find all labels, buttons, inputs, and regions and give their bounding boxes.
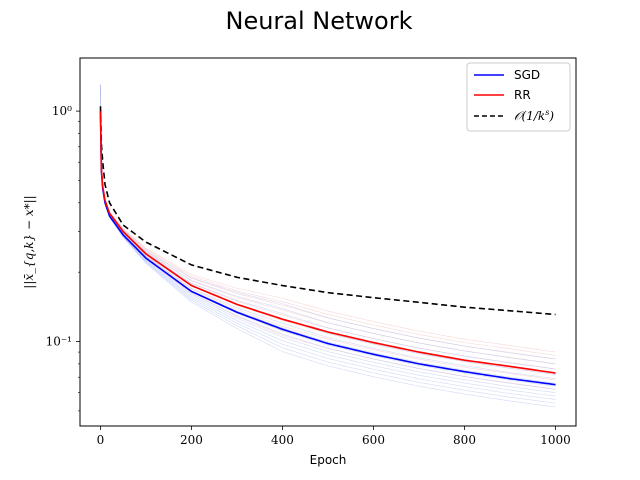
rr-series-line — [99, 111, 556, 374]
legend: SGD RR 𝒪(1/ks) — [466, 62, 571, 132]
rr-run-line-6 — [100, 146, 556, 360]
x-tick-label: 0 — [97, 433, 105, 447]
x-tick-label: 800 — [453, 433, 476, 447]
y-axis: 10⁻¹ 10⁰ — [46, 104, 80, 412]
sgd-run-line-9 — [100, 146, 556, 375]
sgd-run-line-12 — [100, 146, 556, 360]
x-tick-label: 400 — [271, 433, 294, 447]
rr-run-line-7 — [100, 111, 556, 356]
rr-run-line-3 — [100, 146, 556, 375]
sgd-run-line-0 — [100, 146, 556, 408]
y-tick-label: 10⁻¹ — [46, 335, 72, 349]
y-tick-label: 10⁰ — [52, 104, 72, 118]
x-tick-label: 600 — [362, 433, 385, 447]
faint-runs — [100, 84, 556, 408]
x-tick-label: 200 — [180, 433, 203, 447]
rr-run-line-4 — [100, 111, 556, 370]
chart-title: Neural Network — [225, 7, 412, 35]
sgd-run-line-5 — [100, 84, 556, 390]
x-tick-label: 1000 — [540, 433, 571, 447]
legend-rr-label: RR — [514, 88, 531, 102]
sgd-run-line-11 — [100, 84, 556, 365]
rr-run-line-8 — [100, 84, 556, 353]
x-axis-label: Epoch — [310, 453, 347, 467]
series-layer — [99, 106, 556, 386]
sgd-run-line-4 — [100, 111, 556, 393]
sgd-series-line — [99, 111, 556, 386]
sgd-run-line-10 — [100, 111, 556, 370]
sgd-run-line-1 — [100, 111, 556, 404]
sgd-run-line-2 — [100, 84, 556, 400]
legend-bound-label: 𝒪(1/ks) — [514, 108, 554, 123]
legend-sgd-label: SGD — [514, 68, 540, 82]
bound-series-line — [99, 106, 556, 316]
legend-box — [466, 62, 571, 132]
sgd-run-line-3 — [100, 146, 556, 397]
plot-frame — [79, 57, 577, 427]
x-axis: 0 200 400 600 800 1000 — [97, 426, 571, 447]
y-axis-label: ||x̄_{q,k} − x*|| — [22, 195, 36, 288]
sgd-run-line-8 — [100, 84, 556, 379]
